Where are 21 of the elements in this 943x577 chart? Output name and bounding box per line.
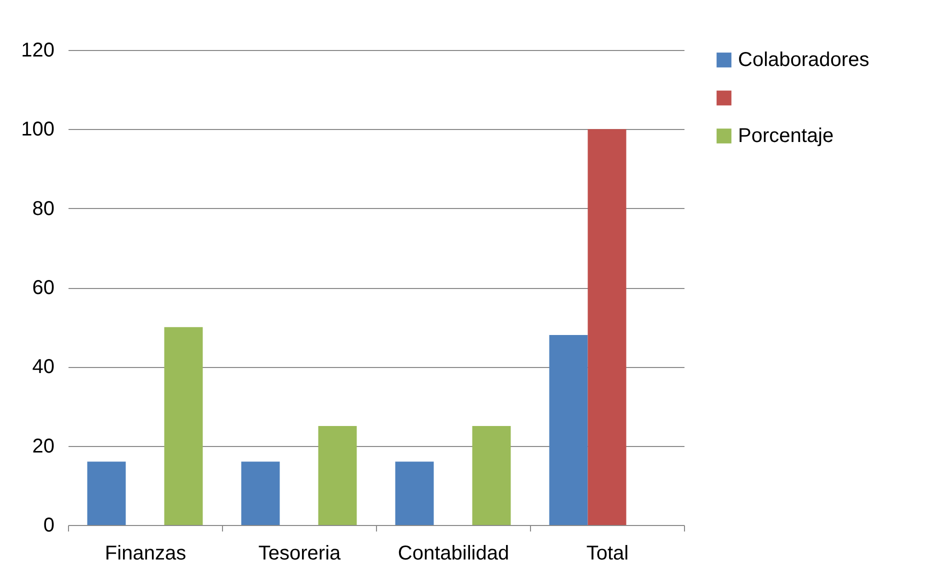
y-tick-label: 0 [43,514,54,536]
bar [87,462,126,525]
y-tick-label: 40 [32,356,54,378]
x-tick-label: Tesoreria [258,542,342,564]
y-tick-label: 100 [21,118,54,141]
y-tick-label: 120 [21,40,54,62]
y-tick-label: 20 [32,435,54,458]
legend-label: Porcentaje [738,125,834,147]
bar [472,426,511,525]
bar [549,335,588,525]
bar [241,462,280,525]
x-tick-label: Finanzas [104,542,186,564]
bar [318,426,357,525]
y-tick-label: 80 [32,198,54,220]
y-tick-label: 60 [32,277,54,299]
x-tick-label: Total [586,542,629,564]
bar [164,327,203,525]
bar [588,129,626,525]
bar [395,462,434,525]
x-tick-label: Contabilidad [398,542,510,564]
legend-label: Colaboradores [738,49,870,71]
